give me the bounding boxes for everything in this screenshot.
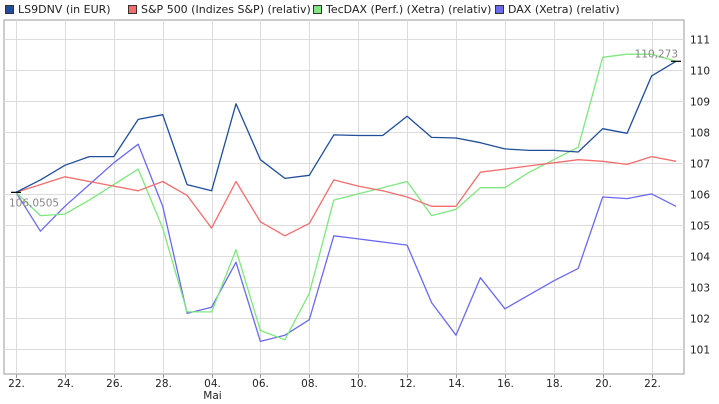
y-tick-label: 109 [690,97,710,109]
legend-label: LS9DNV (in EUR) [18,3,111,16]
x-tick-label: 16. [497,378,514,390]
y-tick-label: 110 [690,66,710,78]
month-label: Mai [203,390,221,402]
plot-area: 101 102 103 104 105 106 107 108 109 110 111 22. 24. 2… [3,19,710,402]
legend-swatch [5,5,14,14]
y-tick-label: 102 [690,314,710,326]
series-line [15,155,677,237]
x-tick-label: 26. [106,378,123,390]
y-tick-label: 107 [690,159,710,171]
x-tick-label: 28. [155,378,172,390]
series-line [15,60,677,193]
legend: LS9DNV (in EUR) S&P 500 (Indizes S&P) (re… [5,3,620,16]
x-tick-label: 12. [399,378,416,390]
data-label-start: 106,0505 [9,197,59,209]
legend-swatch [313,5,322,14]
x-tick-label: 10. [350,378,367,390]
y-tick-label: 111 [690,35,710,47]
x-tick-label: 04. [204,378,221,390]
legend-label: S&P 500 (Indizes S&P) (relativ) [141,3,311,16]
y-tick-label: 105 [690,221,710,233]
x-tick-label: 22. [644,378,661,390]
series-line [15,53,677,341]
x-tick-label: 22. [8,378,25,390]
x-tick-label: 08. [301,378,318,390]
x-tick-label: 06. [252,378,269,390]
y-tick-label: 103 [690,283,710,295]
y-tick-label: 106 [690,190,710,202]
series-line [15,143,677,343]
legend-label: DAX (Xetra) (relativ) [508,3,620,16]
legend-swatch [128,5,137,14]
x-tick-label: 24. [57,378,74,390]
y-tick-label: 104 [690,252,710,264]
x-tick-label: 18. [546,378,563,390]
data-label-end: 110,273 [635,48,678,60]
y-tick-label: 101 [690,345,710,357]
y-tick-label: 108 [690,128,710,140]
x-tick-label: 20. [595,378,612,390]
x-tick-label: 14. [448,378,465,390]
legend-swatch [495,5,504,14]
legend-label: TecDAX (Perf.) (Xetra) (relativ) [325,3,491,16]
